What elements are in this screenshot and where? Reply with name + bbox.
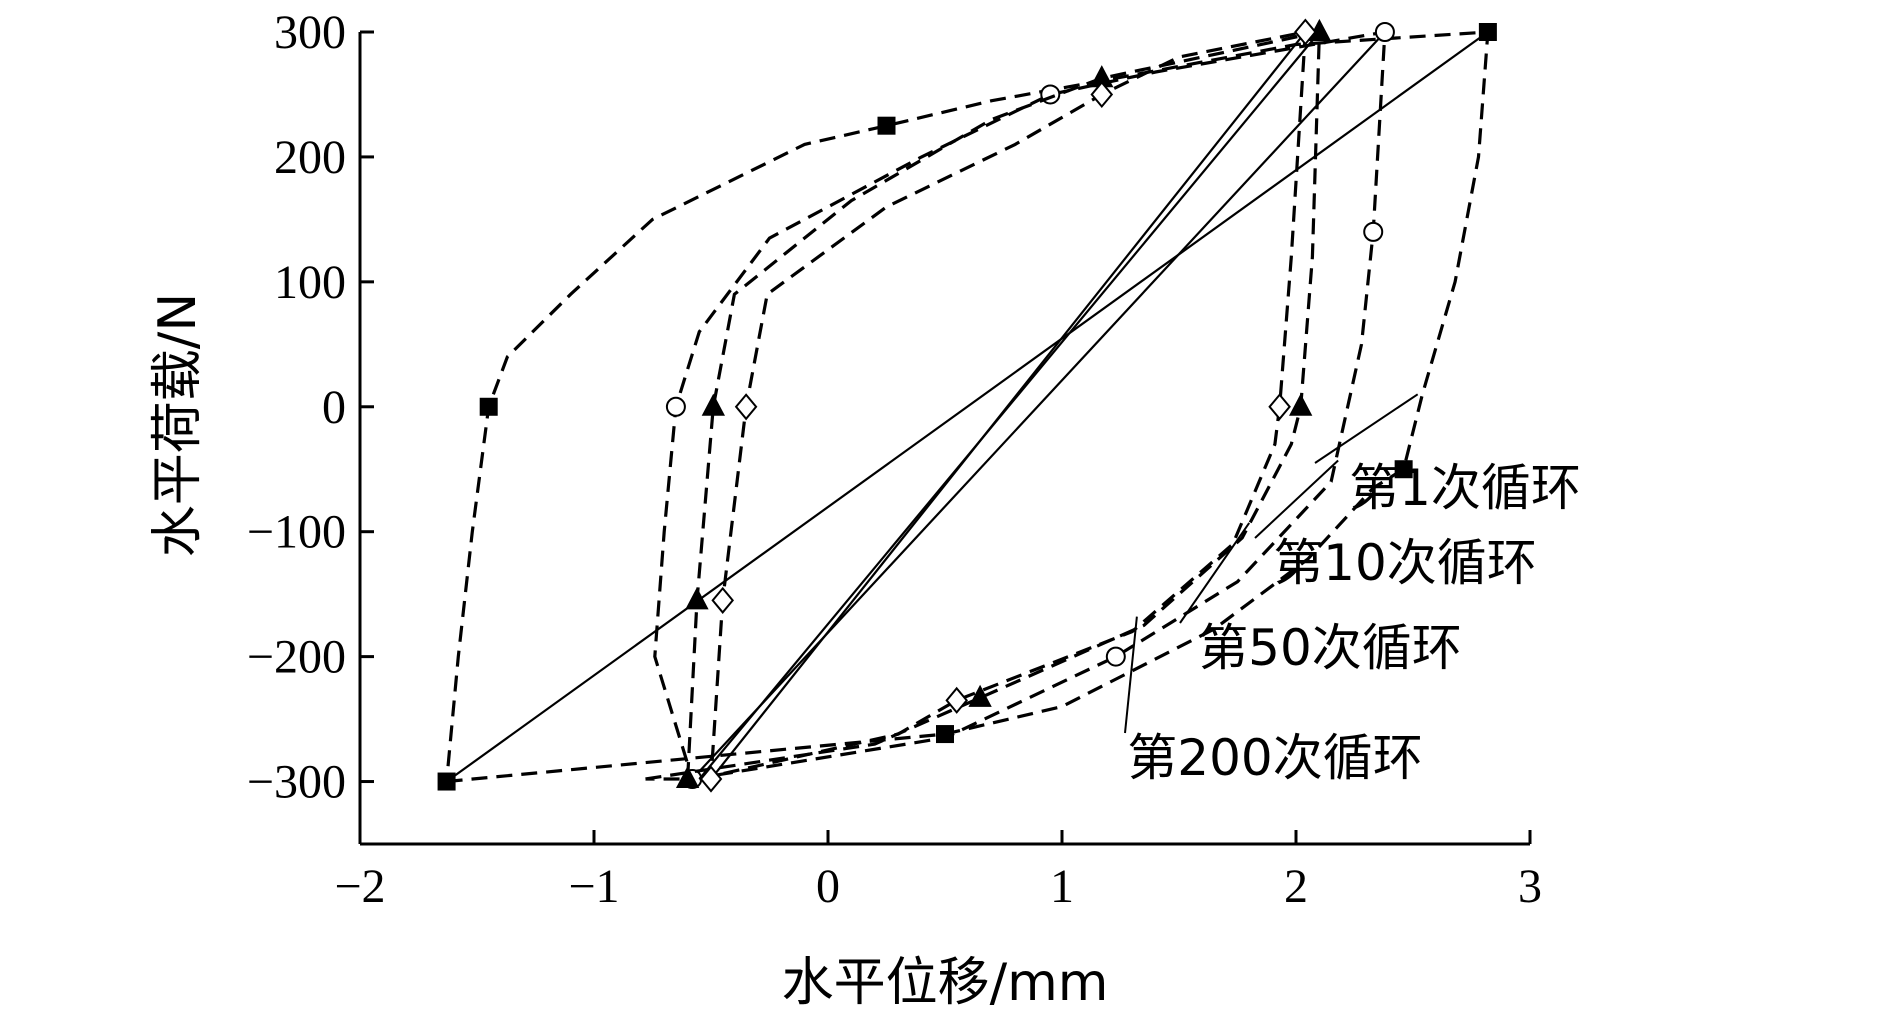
y-tick-label: −100 (247, 506, 346, 559)
data-point-diamond (734, 393, 758, 421)
data-point-triangle (675, 765, 700, 789)
skeleton-line (691, 31, 1386, 780)
data-point-square (877, 116, 896, 135)
y-tick-label: −300 (247, 756, 346, 809)
data-point-triangle (685, 587, 709, 610)
x-tick-label: −2 (334, 860, 385, 913)
y-tick-label: 100 (274, 256, 346, 309)
data-point-diamond (1294, 18, 1317, 46)
data-point-diamond (1268, 393, 1291, 421)
y-tick-label: −200 (247, 631, 346, 684)
plot-area (437, 18, 1497, 793)
annotation-leader-line (1314, 393, 1419, 464)
hysteresis-loop (653, 30, 1387, 781)
axes (358, 32, 1530, 846)
y-tick-label: 0 (322, 381, 346, 434)
y-tick-label: 200 (274, 131, 346, 184)
annotation-leader-line (1254, 459, 1339, 539)
hysteresis-loop (645, 30, 1322, 781)
data-point-triangle (701, 393, 725, 416)
data-point-circle (1374, 22, 1395, 42)
series-200 (698, 18, 1317, 793)
y-axis-title: 水平荷载/N (148, 293, 208, 557)
y-tick-label: 300 (274, 6, 346, 59)
annotation-leader-line (1179, 522, 1251, 624)
annotation-label-1: 第1次循环 (1349, 459, 1581, 517)
data-point-diamond (711, 586, 735, 614)
x-tick-label: 2 (1284, 860, 1308, 913)
x-tick-label: 1 (1050, 860, 1074, 913)
data-point-diamond (945, 686, 969, 714)
data-point-circle (665, 396, 686, 417)
x-tick-label: −1 (568, 860, 619, 913)
data-point-square (1394, 460, 1413, 479)
x-tick-label: 3 (1518, 860, 1542, 913)
data-point-square (1478, 23, 1497, 41)
data-point-diamond (699, 765, 723, 793)
annotation-label-10: 第10次循环 (1273, 534, 1537, 592)
annotation-leader-line (1124, 616, 1138, 734)
ticks: −2 −1 0 1 2 3 −300 −200 −100 0 100 200 300 (247, 6, 1542, 913)
skeleton-line (710, 31, 1307, 780)
data-point-circle (1363, 221, 1384, 242)
hysteresis-loop (698, 30, 1308, 781)
data-point-circle (1105, 646, 1126, 667)
x-axis-title: 水平位移/mm (782, 953, 1109, 1013)
data-point-triangle (968, 684, 992, 707)
data-point-triangle (1289, 393, 1313, 416)
data-point-square (479, 397, 498, 416)
x-tick-label: 0 (816, 860, 840, 913)
data-point-square (437, 772, 456, 791)
annotation-label-50: 第50次循环 (1198, 619, 1462, 677)
annotation-label-200: 第200次循环 (1127, 729, 1422, 787)
data-point-diamond (1090, 80, 1114, 109)
